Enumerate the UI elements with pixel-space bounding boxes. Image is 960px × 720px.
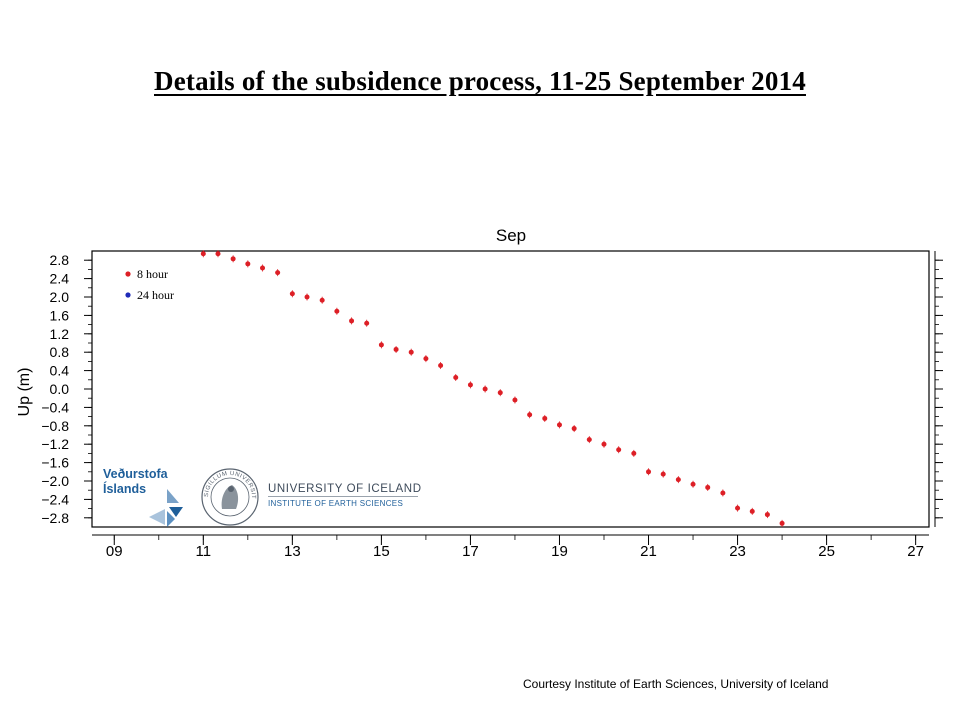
data-point bbox=[245, 261, 251, 267]
x-axis-ticks: 09 11 13 15 17 19 21 23 25 27 bbox=[106, 535, 924, 560]
university-divider bbox=[268, 496, 418, 497]
y-tick-label: −2.4 bbox=[41, 491, 69, 507]
y-tick-label: −2.8 bbox=[41, 510, 69, 526]
data-points bbox=[200, 250, 785, 527]
data-point bbox=[482, 386, 488, 392]
data-point bbox=[631, 450, 637, 456]
data-point bbox=[542, 415, 548, 421]
university-seal-icon: SIGILLUM UNIVERSITATIS ISLANDIAE bbox=[200, 467, 259, 526]
data-point bbox=[646, 469, 652, 475]
data-point bbox=[660, 471, 666, 477]
y-tick-label: 2.0 bbox=[50, 289, 70, 305]
slide-title: Details of the subsidence process, 11-25… bbox=[154, 66, 806, 96]
y-tick-label: 0.8 bbox=[50, 344, 70, 360]
x-tick-label: 25 bbox=[818, 543, 835, 560]
data-point bbox=[349, 318, 355, 324]
data-point bbox=[735, 505, 741, 511]
y-tick-label: −1.6 bbox=[41, 455, 69, 471]
image-credit: Courtesy Institute of Earth Sciences, Un… bbox=[523, 677, 829, 691]
x-tick-label: 15 bbox=[373, 543, 390, 560]
y-axis-ticks-right bbox=[935, 259, 943, 519]
data-point bbox=[319, 297, 325, 303]
data-point bbox=[720, 490, 726, 496]
data-point bbox=[675, 477, 681, 483]
x-tick-label: 19 bbox=[551, 543, 568, 560]
data-point bbox=[556, 422, 562, 428]
x-tick-label: 13 bbox=[284, 543, 301, 560]
chart-title: Sep bbox=[496, 226, 526, 245]
vedurstofa-line1: Veðurstofa bbox=[103, 467, 168, 481]
vedurstofa-logo: Veðurstofa Íslands bbox=[103, 467, 185, 527]
data-point bbox=[601, 441, 607, 447]
y-tick-label: −0.8 bbox=[41, 418, 69, 434]
x-tick-label: 09 bbox=[106, 543, 123, 560]
university-name: UNIVERSITY OF ICELAND bbox=[268, 483, 422, 495]
legend-label-8-hour: 8 hour bbox=[137, 267, 168, 281]
data-point bbox=[749, 508, 755, 514]
legend-marker-8-hour bbox=[125, 271, 131, 277]
vedurstofa-arrows-icon bbox=[149, 489, 183, 527]
data-point bbox=[438, 363, 444, 369]
data-point bbox=[275, 270, 281, 276]
data-point bbox=[527, 412, 533, 418]
x-tick-label: 23 bbox=[729, 543, 746, 560]
data-point bbox=[586, 437, 592, 443]
y-tick-label: −1.2 bbox=[41, 436, 69, 452]
x-tick-label: 17 bbox=[462, 543, 479, 560]
data-point bbox=[364, 320, 370, 326]
data-point bbox=[453, 375, 459, 380]
y-tick-label: 2.4 bbox=[50, 271, 70, 287]
data-point bbox=[215, 251, 221, 257]
data-point bbox=[334, 308, 340, 314]
y-tick-label: −2.0 bbox=[41, 473, 69, 489]
data-point bbox=[200, 251, 206, 257]
y-axis-label: Up (m) bbox=[16, 368, 33, 417]
data-point bbox=[393, 346, 399, 352]
data-point bbox=[408, 349, 414, 355]
data-point bbox=[289, 291, 295, 297]
data-point bbox=[571, 426, 577, 432]
data-point bbox=[705, 484, 711, 490]
legend-label-24-hour: 24 hour bbox=[137, 288, 174, 302]
data-point bbox=[690, 481, 696, 487]
y-tick-label: 0.0 bbox=[50, 381, 70, 397]
data-point bbox=[616, 447, 622, 453]
data-point bbox=[467, 382, 473, 388]
legend-marker-24-hour bbox=[125, 292, 131, 298]
data-point bbox=[779, 520, 785, 526]
x-tick-label: 21 bbox=[640, 543, 657, 560]
data-point bbox=[304, 294, 310, 300]
data-point bbox=[423, 356, 429, 362]
y-tick-label: 1.6 bbox=[50, 307, 70, 323]
y-tick-label: 1.2 bbox=[50, 326, 70, 342]
data-point bbox=[512, 397, 518, 403]
university-subtitle: INSTITUTE OF EARTH SCIENCES bbox=[268, 499, 404, 508]
y-axis-ticks: 2.8 2.4 2.0 1.6 1.2 0.8 0.4 0.0 −0.4 −0.8 −1.2 −1.6… bbox=[41, 252, 92, 526]
legend: 8 hour 24 hour bbox=[125, 267, 174, 302]
university-logo: SIGILLUM UNIVERSITATIS ISLANDIAE UNIVERS… bbox=[196, 466, 426, 528]
data-point bbox=[260, 265, 266, 271]
y-tick-label: −0.4 bbox=[41, 399, 69, 415]
data-point bbox=[378, 342, 384, 348]
y-tick-label: 2.8 bbox=[50, 252, 70, 268]
y-tick-label: 0.4 bbox=[50, 363, 70, 379]
x-tick-label: 27 bbox=[907, 543, 924, 560]
data-point bbox=[764, 512, 770, 518]
vedurstofa-line2: Íslands bbox=[103, 482, 147, 496]
data-point bbox=[497, 390, 503, 396]
data-point bbox=[230, 256, 236, 262]
x-tick-label: 11 bbox=[196, 543, 212, 560]
